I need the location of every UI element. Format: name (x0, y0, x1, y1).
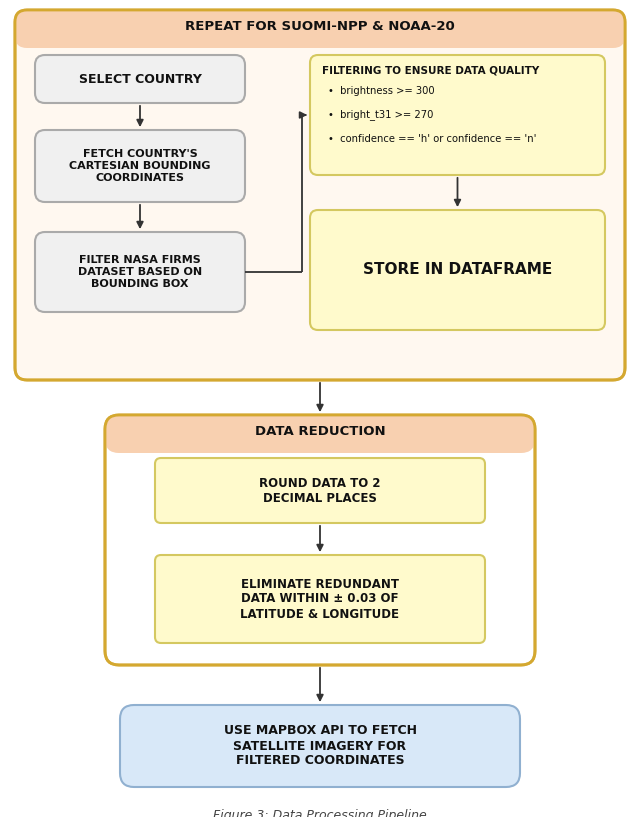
FancyBboxPatch shape (155, 555, 485, 643)
Text: DATA REDUCTION: DATA REDUCTION (255, 425, 385, 437)
FancyBboxPatch shape (15, 10, 625, 380)
Text: FILTER NASA FIRMS
DATASET BASED ON
BOUNDING BOX: FILTER NASA FIRMS DATASET BASED ON BOUND… (78, 256, 202, 288)
FancyBboxPatch shape (310, 55, 605, 175)
Text: ROUND DATA TO 2
DECIMAL PLACES: ROUND DATA TO 2 DECIMAL PLACES (259, 476, 381, 505)
Text: •  confidence == 'h' or confidence == 'n': • confidence == 'h' or confidence == 'n' (328, 134, 536, 144)
Text: FILTERING TO ENSURE DATA QUALITY: FILTERING TO ENSURE DATA QUALITY (322, 65, 540, 75)
Text: STORE IN DATAFRAME: STORE IN DATAFRAME (363, 262, 552, 278)
Text: FETCH COUNTRY'S
CARTESIAN BOUNDING
COORDINATES: FETCH COUNTRY'S CARTESIAN BOUNDING COORD… (69, 150, 211, 183)
FancyBboxPatch shape (15, 10, 625, 48)
FancyBboxPatch shape (310, 210, 605, 330)
Text: •  bright_t31 >= 270: • bright_t31 >= 270 (328, 109, 433, 120)
FancyBboxPatch shape (35, 130, 245, 202)
Text: •  brightness >= 300: • brightness >= 300 (328, 86, 435, 96)
Text: USE MAPBOX API TO FETCH
SATELLITE IMAGERY FOR
FILTERED COORDINATES: USE MAPBOX API TO FETCH SATELLITE IMAGER… (223, 725, 417, 767)
FancyBboxPatch shape (105, 415, 535, 453)
Text: SELECT COUNTRY: SELECT COUNTRY (79, 73, 202, 86)
Text: Figure 3: Data Processing Pipeline: Figure 3: Data Processing Pipeline (213, 809, 427, 817)
Bar (119, 443, 521, 453)
Bar (27, 38, 613, 48)
FancyBboxPatch shape (120, 705, 520, 787)
FancyBboxPatch shape (35, 232, 245, 312)
Text: REPEAT FOR SUOMI-NPP & NOAA-20: REPEAT FOR SUOMI-NPP & NOAA-20 (185, 20, 455, 33)
FancyBboxPatch shape (105, 415, 535, 665)
Text: ELIMINATE REDUNDANT
DATA WITHIN ± 0.03 OF
LATITUDE & LONGITUDE: ELIMINATE REDUNDANT DATA WITHIN ± 0.03 O… (241, 578, 399, 620)
FancyBboxPatch shape (155, 458, 485, 523)
FancyBboxPatch shape (35, 55, 245, 103)
